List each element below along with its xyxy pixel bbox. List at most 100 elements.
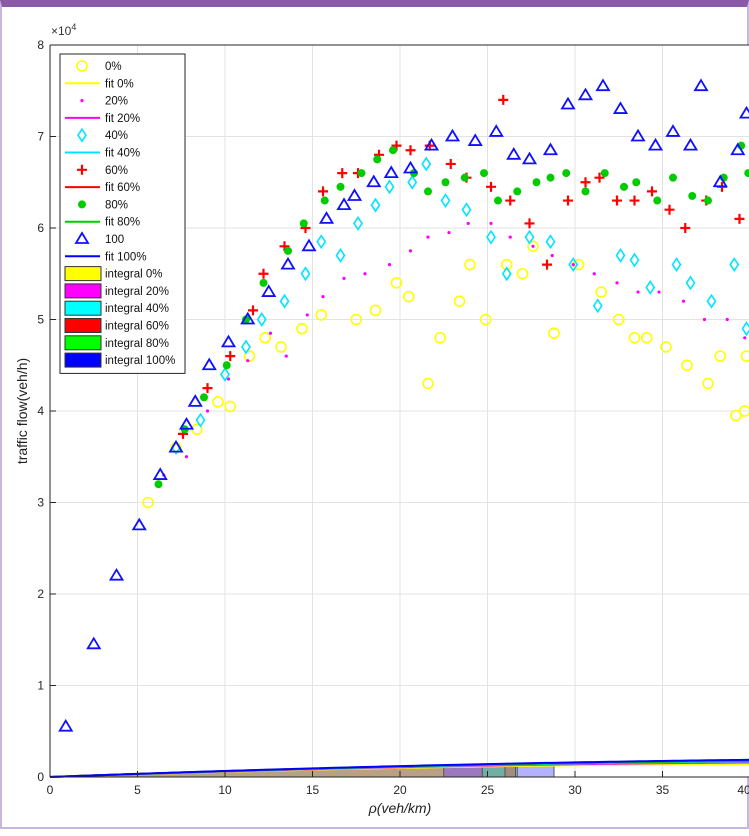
scatter-point (551, 254, 554, 257)
scatter-point (562, 169, 570, 177)
scatter-point (337, 183, 345, 191)
legend-label: fit 0% (105, 78, 134, 90)
scatter-point (653, 197, 661, 205)
scatter-point (389, 146, 397, 154)
scatter-point (703, 318, 706, 321)
scatter-point (533, 178, 541, 186)
scatter-point (424, 187, 432, 195)
scatter-point (269, 332, 272, 335)
scatter-point (657, 290, 660, 293)
scatter-point (321, 197, 329, 205)
legend-label: integral 0% (105, 269, 163, 281)
legend-label: 100 (105, 234, 124, 246)
scatter-point (726, 318, 729, 321)
scatter-point (409, 249, 412, 252)
legend-label: 20% (105, 96, 128, 108)
y-tick-label: 2 (37, 587, 44, 601)
scatter-point (582, 187, 590, 195)
scatter-point (620, 183, 628, 191)
y-tick-label: 1 (37, 679, 44, 693)
legend-patch-swatch (65, 353, 101, 367)
scatter-point (593, 272, 596, 275)
y-tick-label: 0 (37, 770, 44, 784)
scatter-point (669, 174, 677, 182)
scatter-point (321, 295, 324, 298)
scatter-point (200, 393, 208, 401)
scatter-point (442, 178, 450, 186)
scatter-point (300, 219, 308, 227)
legend-label: integral 20% (105, 286, 169, 298)
scatter-point (547, 174, 555, 182)
scatter-point (531, 245, 534, 248)
scatter-point (572, 263, 575, 266)
y-tick-label: 5 (37, 313, 44, 327)
legend-label: fit 60% (105, 182, 140, 194)
scatter-point (223, 361, 231, 369)
scatter-point (513, 187, 521, 195)
legend-label: 0% (105, 61, 122, 73)
scatter-point (489, 222, 492, 225)
scatter-point (342, 277, 345, 280)
legend-label: 40% (105, 130, 128, 142)
scatter-point (246, 359, 249, 362)
x-tick-label: 0 (47, 783, 54, 797)
scatter-point (480, 169, 488, 177)
scatter-point (306, 313, 309, 316)
y-exponent-label: ×104 (51, 22, 76, 38)
legend-patch-swatch (65, 319, 101, 333)
scatter-point (688, 192, 696, 200)
scatter-point (494, 197, 502, 205)
x-tick-label: 40 (737, 783, 749, 797)
scatter-point (426, 236, 429, 239)
scatter-point (284, 247, 292, 255)
scatter-point (601, 169, 609, 177)
x-tick-label: 15 (306, 783, 320, 797)
scatter-point (704, 197, 712, 205)
scatter-point (447, 231, 450, 234)
scatter-point (615, 281, 618, 284)
y-tick-label: 4 (37, 404, 44, 418)
scatter-point (206, 409, 209, 412)
scatter-point (185, 455, 188, 458)
legend-label: fit 20% (105, 113, 140, 125)
scatter-point (743, 336, 746, 339)
scatter-point (509, 236, 512, 239)
scatter-point (155, 480, 163, 488)
scatter-point (636, 290, 639, 293)
y-tick-label: 6 (37, 221, 44, 235)
y-tick-label: 8 (37, 38, 44, 52)
x-tick-label: 35 (656, 783, 670, 797)
legend-patch-swatch (65, 284, 101, 298)
legend-patch-swatch (65, 336, 101, 350)
legend-label: integral 100% (105, 355, 175, 367)
legend-patch-swatch (65, 267, 101, 281)
scatter-point (461, 174, 469, 182)
y-tick-label: 7 (37, 130, 44, 144)
x-tick-label: 10 (218, 783, 232, 797)
scatter-point (358, 169, 366, 177)
x-tick-label: 30 (568, 783, 582, 797)
scatter-point (632, 178, 640, 186)
legend-patch-swatch (65, 301, 101, 315)
legend-marker-swatch (80, 99, 83, 102)
legend-label: integral 60% (105, 321, 169, 333)
scatter-point (467, 222, 470, 225)
scatter-point (363, 272, 366, 275)
scatter-point (373, 155, 381, 163)
legend-label: fit 80% (105, 217, 140, 229)
y-tick-label: 3 (37, 496, 44, 510)
x-axis-label: ρ(veh/km) (368, 800, 431, 816)
x-tick-label: 5 (134, 783, 141, 797)
scatter-point (260, 279, 268, 287)
legend-label: integral 80% (105, 338, 169, 350)
legend: 0%fit 0%20%fit 20%40%fit 40%60%fit 60%80… (60, 54, 185, 373)
legend-label: fit 40% (105, 148, 140, 160)
legend-label: integral 40% (105, 303, 169, 315)
scatter-point (682, 300, 685, 303)
scatter-point (388, 263, 391, 266)
legend-marker-swatch (78, 200, 86, 208)
y-axis-label: traffic flow(veh/h) (14, 358, 30, 464)
scatter-point (285, 355, 288, 358)
